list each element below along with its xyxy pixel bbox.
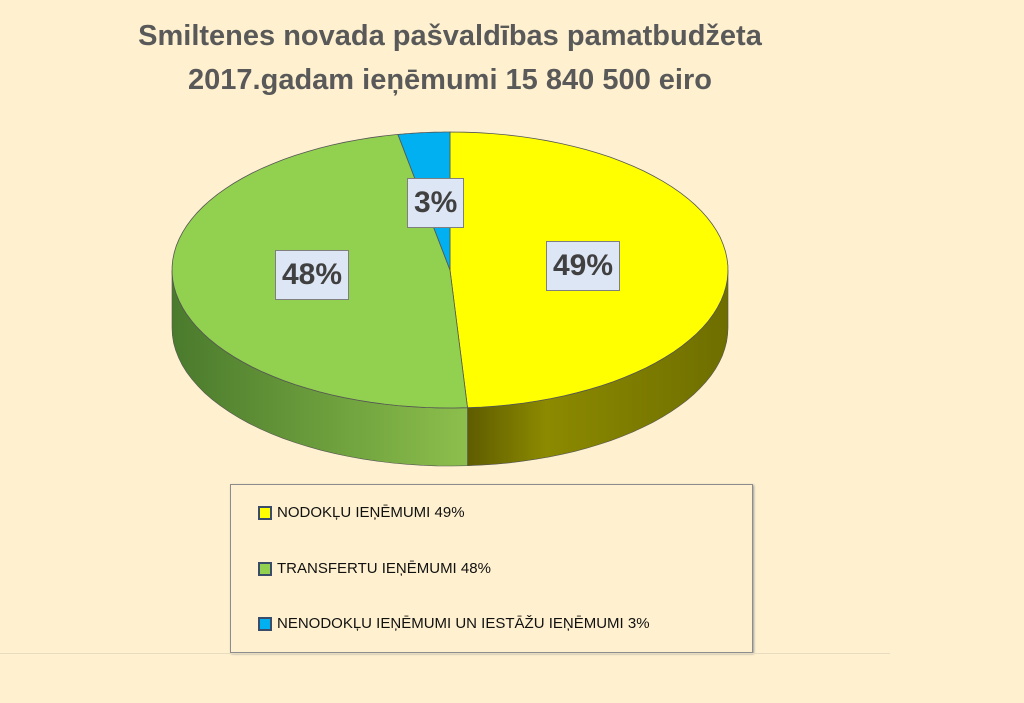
divider [0,653,890,654]
data-label-nodoklu: 49% [546,241,621,291]
legend-swatch [258,561,272,576]
legend-item-nodoklu: NODOKĻU IEŅĒMUMI 49% [258,504,465,521]
legend-label: NENODOKĻU IEŅĒMUMI UN IESTĀŽU IEŅĒMUMI 3… [277,615,650,632]
title-line-1: Smiltenes novada pašvaldības pamatbudžet… [138,20,762,52]
legend-item-nenodoklu: NENODOKĻU IEŅĒMUMI UN IESTĀŽU IEŅĒMUMI 3… [258,615,650,632]
legend-swatch [258,616,272,631]
data-label-nenodoklu: 3% [407,178,465,228]
legend-label: TRANSFERTU IEŅĒMUMI 48% [277,560,491,577]
data-label-transfertu: 48% [275,250,350,300]
legend-item-transfertu: TRANSFERTU IEŅĒMUMI 48% [258,560,491,577]
legend: NODOKĻU IEŅĒMUMI 49% TRANSFERTU IEŅĒMUMI… [230,484,753,653]
legend-label: NODOKĻU IEŅĒMUMI 49% [277,504,465,521]
chart-title: Smiltenes novada pašvaldības pamatbudžet… [0,14,900,102]
legend-swatch [258,505,272,520]
title-line-2: 2017.gadam ieņēmumi 15 840 500 eiro [188,64,712,96]
